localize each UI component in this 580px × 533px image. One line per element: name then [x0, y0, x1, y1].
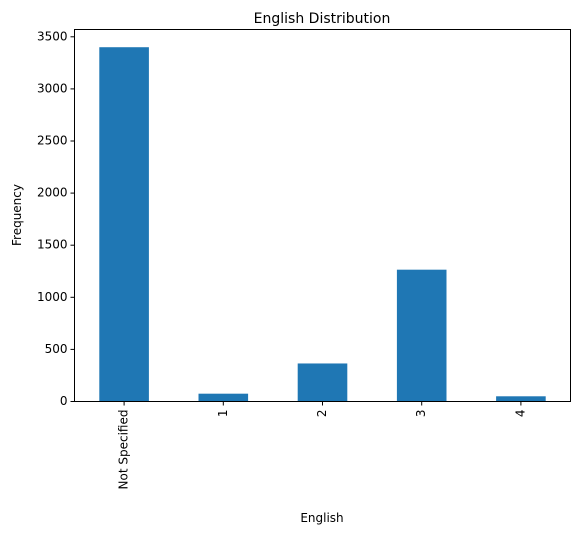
bar-4: [496, 396, 546, 402]
y-tick-label-3: 1500: [37, 238, 68, 252]
bar-1: [198, 393, 249, 402]
y-tick-label-7: 3500: [37, 29, 68, 43]
y-tick-label-1: 500: [45, 342, 68, 356]
plot-area: [99, 47, 546, 402]
x-tick-label-3: 3: [414, 410, 428, 418]
bar-0: [99, 47, 149, 402]
x-tick-label-4: 4: [513, 410, 527, 418]
y-tick-label-6: 3000: [37, 81, 68, 95]
x-tick-label-0: Not Specified: [117, 410, 131, 490]
plot-frame: [74, 29, 571, 402]
bar-3: [396, 269, 447, 402]
x-tick-label-1: 1: [216, 410, 230, 418]
y-tick-label-4: 2000: [37, 186, 68, 200]
x-axis-title: English: [300, 511, 343, 525]
y-axis: 0 500 1000 1500 2000 2500 3000 3500: [37, 29, 75, 408]
chart-title: English Distribution: [254, 11, 391, 27]
y-tick-label-5: 2500: [37, 133, 68, 147]
x-tick-label-2: 2: [315, 410, 329, 418]
bar-2: [297, 363, 348, 402]
y-tick-label-2: 1000: [37, 290, 68, 304]
y-tick-label-0: 0: [60, 394, 68, 408]
x-axis: Not Specified 1 2 3 4: [117, 401, 527, 490]
y-axis-title: Frequency: [10, 184, 24, 246]
